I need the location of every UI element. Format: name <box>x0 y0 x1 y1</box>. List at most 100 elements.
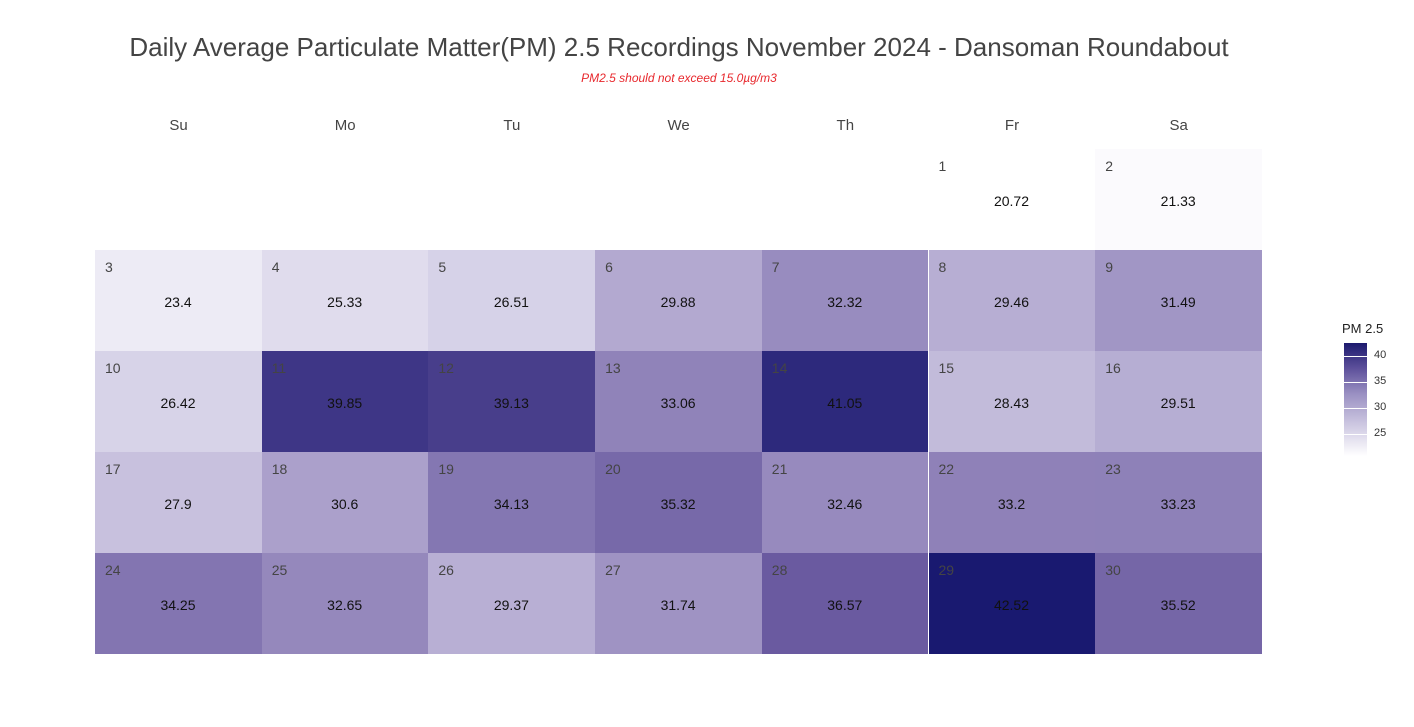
pm25-value-label: 28.43 <box>993 395 1030 411</box>
pm25-value-label: 20.72 <box>993 193 1030 209</box>
calendar-cell <box>1095 452 1262 553</box>
calendar-cell <box>428 553 596 654</box>
pm25-value-label: 31.74 <box>660 597 696 613</box>
calendar-cell <box>428 351 596 452</box>
calendar-cell <box>1095 553 1262 654</box>
day-number-label: 13 <box>605 360 621 376</box>
legend-tick-label: 40 <box>1374 349 1387 362</box>
pm25-value-label: 25.33 <box>327 294 363 310</box>
calendar-cell <box>1095 351 1262 452</box>
calendar-cell <box>261 250 429 351</box>
pm25-value-label: 35.32 <box>660 496 696 512</box>
weekday-label: Mo <box>334 117 356 134</box>
legend-tick-mark <box>1344 433 1367 435</box>
day-number-label: 12 <box>438 360 454 376</box>
calendar-cell <box>595 351 762 452</box>
pm25-value-label: 42.52 <box>993 597 1030 613</box>
pm25-value-label: 26.51 <box>493 294 529 310</box>
day-number-label: 19 <box>438 461 454 477</box>
chart-subtitle: PM2.5 should not exceed 15.0µg/m3 <box>581 71 777 85</box>
weekday-label: Sa <box>1169 117 1188 134</box>
calendar-cell <box>761 553 929 654</box>
day-number-label: 4 <box>271 259 280 275</box>
weekday-label: Th <box>836 117 855 134</box>
pm25-value-label: 29.37 <box>493 597 529 613</box>
pm25-value-label: 33.06 <box>660 395 696 411</box>
calendar-cell <box>428 250 596 351</box>
calendar-cell <box>595 553 762 654</box>
day-number-label: 18 <box>271 461 288 477</box>
pm25-value-label: 31.49 <box>1160 294 1196 310</box>
day-number-label: 16 <box>1105 360 1121 376</box>
pm25-value-label: 23.4 <box>164 294 192 310</box>
day-number-label: 14 <box>771 360 788 376</box>
pm25-value-label: 26.42 <box>160 395 196 411</box>
calendar-cell <box>928 351 1096 452</box>
calendar-cell <box>761 452 929 553</box>
calendar-cell <box>928 149 1096 250</box>
legend-tick-label: 30 <box>1374 400 1387 413</box>
calendar-cell <box>595 452 762 553</box>
day-number-label: 26 <box>438 562 454 578</box>
pm25-value-label: 33.2 <box>997 496 1026 512</box>
day-number-label: 8 <box>938 259 947 275</box>
pm25-value-label: 27.9 <box>164 496 192 512</box>
pm25-value-label: 39.85 <box>327 395 363 411</box>
day-number-label: 28 <box>771 562 788 578</box>
day-number-label: 1 <box>938 158 947 174</box>
day-number-label: 10 <box>105 360 121 376</box>
calendar-cell <box>428 452 596 553</box>
weekday-label: Tu <box>503 117 521 134</box>
pm25-value-label: 32.46 <box>827 496 863 512</box>
day-number-label: 27 <box>605 562 621 578</box>
day-number-label: 11 <box>271 360 287 376</box>
pm25-value-label: 41.05 <box>827 395 863 411</box>
pm25-value-label: 34.25 <box>160 597 196 613</box>
calendar-cell <box>928 553 1096 654</box>
day-number-label: 5 <box>438 259 447 275</box>
day-number-label: 15 <box>938 360 955 376</box>
legend-colorbar <box>1344 343 1367 456</box>
day-number-label: 22 <box>938 461 955 477</box>
legend-tick-mark <box>1344 381 1367 383</box>
calendar-cell <box>95 452 262 553</box>
pm25-value-label: 29.51 <box>1160 395 1196 411</box>
calendar-cell <box>95 553 262 654</box>
day-number-label: 17 <box>105 461 121 477</box>
legend-tick-label: 35 <box>1374 374 1387 387</box>
calendar-cell <box>928 250 1096 351</box>
pm25-value-label: 33.23 <box>1160 496 1196 512</box>
calendar-cell <box>928 452 1096 553</box>
day-number-label: 25 <box>271 562 288 578</box>
weekday-label: Fr <box>1004 117 1020 134</box>
day-number-label: 2 <box>1105 158 1113 174</box>
day-number-label: 6 <box>605 259 613 275</box>
calendar-cell <box>1095 149 1262 250</box>
calendar-cell <box>595 250 762 351</box>
calendar-cell <box>1095 250 1262 351</box>
pm25-value-label: 29.46 <box>993 294 1030 310</box>
day-number-label: 3 <box>105 259 113 275</box>
pm25-value-label: 36.57 <box>827 597 863 613</box>
day-number-label: 23 <box>1105 461 1121 477</box>
pm25-value-label: 32.65 <box>327 597 363 613</box>
pm25-value-label: 34.13 <box>493 496 529 512</box>
day-number-label: 21 <box>771 461 788 477</box>
weekday-label: We <box>667 117 690 134</box>
calendar-cell <box>261 351 429 452</box>
day-number-label: 29 <box>938 562 955 578</box>
calendar-cell <box>261 452 429 553</box>
calendar-cell <box>261 553 429 654</box>
chart-title: Daily Average Particulate Matter(PM) 2.5… <box>129 32 1229 62</box>
legend-tick-mark <box>1344 407 1367 409</box>
pm25-value-label: 30.6 <box>331 496 359 512</box>
legend-tick-mark <box>1344 356 1367 358</box>
calendar-cell <box>95 351 262 452</box>
legend-tick-label: 25 <box>1374 426 1387 439</box>
pm25-value-label: 21.33 <box>1160 193 1196 209</box>
day-number-label: 24 <box>105 562 121 578</box>
pm25-value-label: 39.13 <box>493 395 529 411</box>
calendar-cell <box>761 351 929 452</box>
pm25-value-label: 29.88 <box>660 294 696 310</box>
pm25-value-label: 32.32 <box>827 294 863 310</box>
